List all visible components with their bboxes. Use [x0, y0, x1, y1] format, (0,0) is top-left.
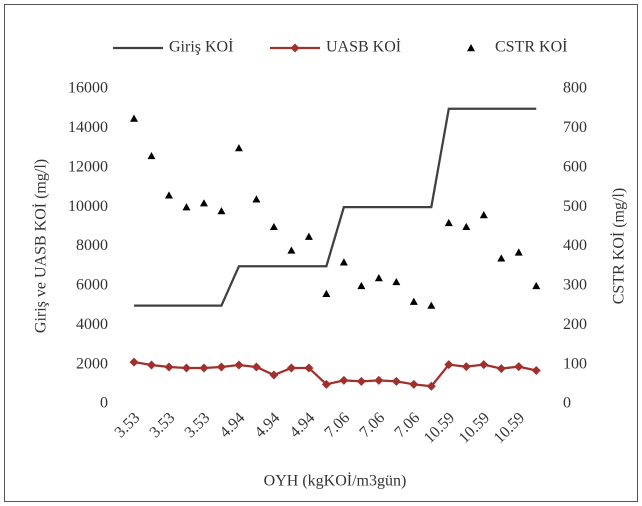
y2-tick-label: 600 — [563, 158, 587, 175]
point-marker — [531, 366, 541, 376]
y2-tick-label: 800 — [563, 80, 587, 97]
point-marker — [304, 363, 314, 373]
point-marker — [357, 281, 366, 290]
point-marker — [287, 246, 296, 254]
legend-swatch-marker — [290, 43, 300, 53]
y2-tick-label: 0 — [563, 395, 571, 412]
y2-tick-label: 400 — [563, 237, 587, 254]
point-marker — [182, 203, 191, 211]
y-axis-title: Giriş ve UASB KOİ (mg/l) — [32, 159, 50, 333]
point-marker — [251, 362, 261, 372]
y-tick-label: 0 — [100, 395, 108, 412]
y2-tick-label: 200 — [563, 316, 587, 333]
point-marker — [391, 376, 401, 386]
point-marker — [532, 281, 541, 290]
point-marker — [514, 248, 523, 256]
point-marker — [321, 379, 331, 389]
point-marker — [199, 363, 209, 373]
y-tick-label: 14000 — [68, 119, 108, 136]
legend-swatch-marker — [467, 44, 475, 52]
legend-label: CSTR KOİ — [495, 38, 567, 56]
point-marker — [304, 232, 313, 240]
point-marker — [409, 297, 418, 305]
x-axis-title: OYH (kgKOİ/m3gün) — [264, 472, 407, 490]
point-marker — [479, 211, 488, 219]
y-tick-label: 8000 — [76, 237, 108, 254]
legend-label: Giriş KOİ — [169, 38, 233, 56]
point-marker — [146, 360, 156, 370]
point-marker — [216, 362, 226, 372]
y-tick-label: 4000 — [76, 316, 108, 333]
point-marker — [497, 254, 506, 262]
y-tick-label: 16000 — [68, 80, 108, 97]
y2-tick-label: 700 — [563, 119, 587, 136]
point-marker — [461, 362, 471, 372]
point-marker — [234, 144, 243, 152]
point-marker — [496, 364, 506, 374]
point-marker — [444, 218, 453, 227]
point-marker — [409, 379, 419, 389]
point-marker — [217, 207, 226, 215]
y-tick-label: 12000 — [68, 158, 108, 175]
point-marker — [426, 381, 436, 391]
point-marker — [514, 362, 524, 372]
point-marker — [181, 363, 191, 373]
point-marker — [147, 151, 156, 160]
y-tick-label: 2000 — [76, 355, 108, 372]
chart-frame — [4, 4, 638, 502]
point-marker — [462, 222, 471, 231]
point-marker — [479, 360, 489, 370]
point-marker — [374, 375, 384, 385]
y-tick-label: 6000 — [76, 277, 108, 294]
point-marker — [339, 375, 349, 385]
point-marker — [444, 360, 454, 370]
point-marker — [392, 277, 401, 286]
point-marker — [252, 195, 261, 203]
point-marker — [269, 222, 278, 231]
series-line — [133, 107, 537, 307]
point-marker — [234, 360, 244, 370]
point-marker — [286, 363, 296, 373]
point-marker — [164, 362, 174, 372]
y2-tick-label: 500 — [563, 198, 587, 215]
point-marker — [374, 274, 383, 282]
point-marker — [339, 258, 348, 266]
point-marker — [129, 114, 138, 122]
point-marker — [322, 289, 331, 297]
y-tick-label: 10000 — [68, 198, 108, 215]
point-marker — [164, 191, 173, 199]
point-marker — [427, 301, 436, 309]
y2-tick-label: 100 — [563, 355, 587, 372]
y2-axis-title: CSTR KOİ (mg/l) — [610, 188, 628, 304]
point-marker — [356, 376, 366, 386]
y2-tick-label: 300 — [563, 277, 587, 294]
point-marker — [269, 370, 279, 380]
point-marker — [129, 357, 139, 367]
point-marker — [199, 199, 208, 207]
legend-label: UASB KOİ — [326, 38, 401, 56]
